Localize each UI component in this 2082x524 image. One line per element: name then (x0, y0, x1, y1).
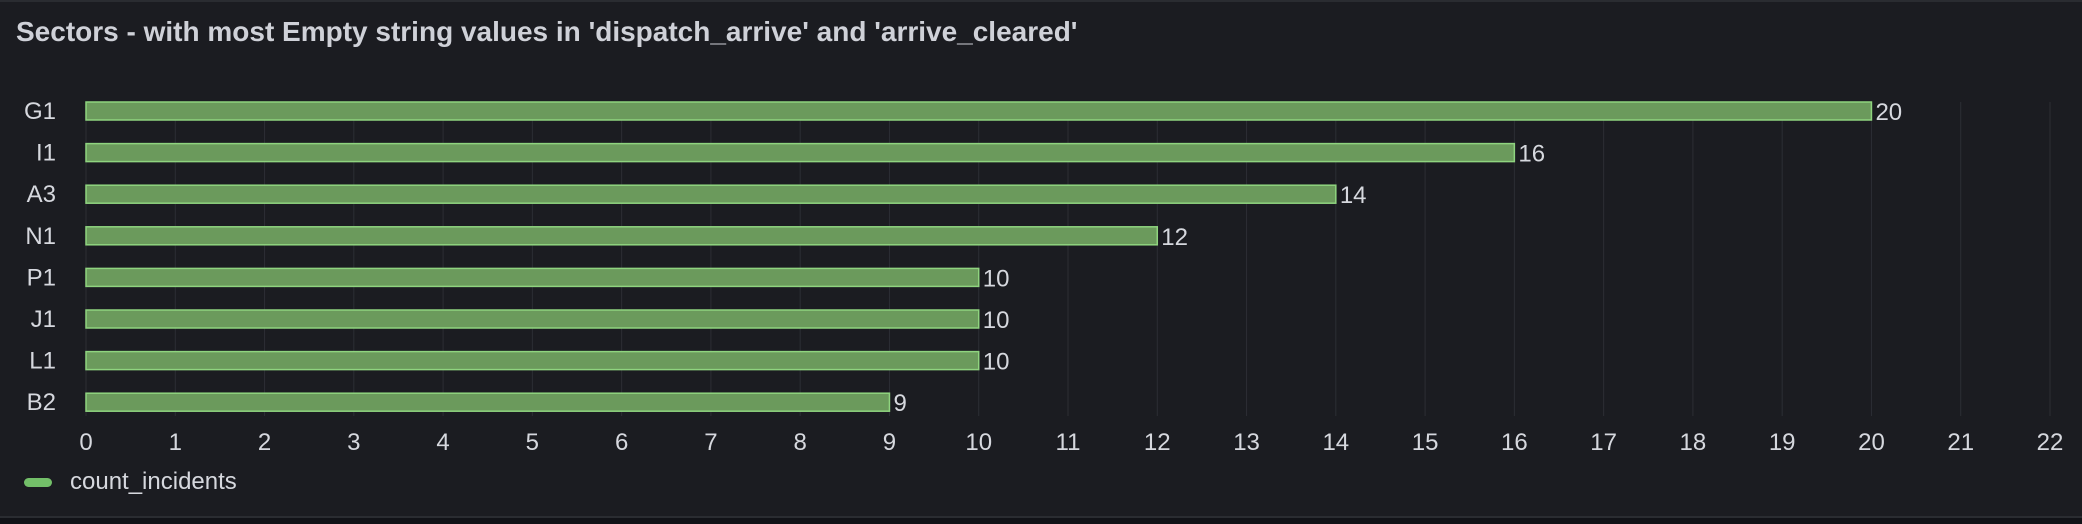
category-label: N1 (25, 223, 56, 250)
x-tick-label: 2 (258, 429, 271, 456)
x-tick-label: 8 (794, 429, 807, 456)
x-tick-label: 0 (79, 429, 92, 456)
x-tick-label: 13 (1233, 429, 1260, 456)
legend-label-count-incidents[interactable]: count_incidents (70, 468, 237, 495)
x-tick-label: 15 (1412, 429, 1439, 456)
x-tick-label: 1 (169, 429, 182, 456)
x-tick-label: 6 (615, 429, 628, 456)
x-tick-label: 14 (1322, 429, 1349, 456)
x-tick-label: 3 (347, 429, 360, 456)
bar-n1[interactable] (85, 226, 1159, 246)
value-label: 10 (983, 349, 1010, 376)
x-tick-label: 7 (704, 429, 717, 456)
value-label: 12 (1161, 224, 1188, 251)
bar-b2[interactable] (85, 392, 891, 412)
category-label: I1 (36, 140, 56, 167)
bar-i1[interactable] (85, 142, 1516, 163)
x-tick-label: 16 (1501, 429, 1528, 456)
category-label: A3 (27, 181, 56, 208)
category-label: L1 (29, 348, 56, 375)
x-tick-label: 10 (965, 429, 992, 456)
x-tick-label: 20 (1858, 429, 1885, 456)
value-label: 10 (983, 265, 1010, 292)
bar-l1[interactable] (85, 350, 980, 371)
category-label: G1 (24, 98, 56, 125)
x-tick-label: 21 (1947, 429, 1974, 456)
category-labels: G1 I1 A3 N1 P1 J1 L1 B2 (24, 98, 56, 416)
value-label: 20 (1875, 99, 1902, 126)
value-label: 9 (893, 390, 906, 417)
legend[interactable]: count_incidents (24, 468, 237, 496)
value-labels: 20 16 14 12 10 10 10 9 (893, 99, 1902, 417)
panel-title: Sectors - with most Empty string values … (16, 16, 1078, 47)
category-label: B2 (27, 389, 56, 416)
x-tick-label: 18 (1680, 429, 1707, 456)
x-tick-label: 17 (1590, 429, 1617, 456)
x-tick-label: 4 (436, 429, 449, 456)
x-tick-label: 19 (1769, 429, 1796, 456)
value-label: 14 (1340, 182, 1367, 209)
bar-p1[interactable] (85, 267, 980, 288)
x-tick-label: 5 (526, 429, 539, 456)
bar-j1[interactable] (85, 309, 980, 329)
x-tick-label: 12 (1144, 429, 1171, 456)
value-label: 10 (983, 307, 1010, 334)
legend-swatch-count-incidents (24, 477, 52, 487)
x-tick-label: 9 (883, 429, 896, 456)
bar-g1[interactable] (85, 101, 1873, 121)
x-tick-label: 11 (1056, 429, 1081, 456)
category-label: J1 (31, 306, 56, 333)
x-axis-ticks: 0 1 2 3 4 5 6 7 8 9 10 11 12 13 14 15 16 17 18 19 20 21 22 (79, 429, 2063, 456)
x-tick-label: 22 (2037, 429, 2064, 456)
bar-a3[interactable] (85, 184, 1337, 204)
category-label: P1 (27, 264, 56, 291)
value-label: 16 (1518, 141, 1545, 168)
bars (85, 101, 1873, 412)
